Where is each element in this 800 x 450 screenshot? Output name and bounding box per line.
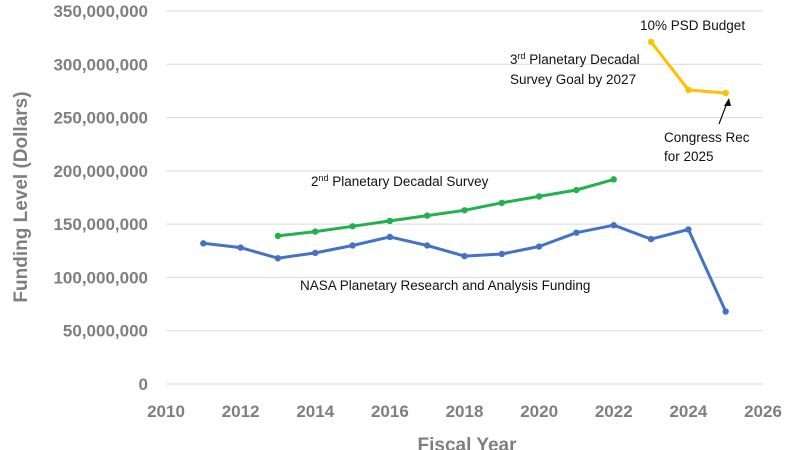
y-tick-label: 300,000,000 <box>53 55 148 74</box>
x-axis-title: Fiscal Year <box>418 435 518 450</box>
data-point <box>573 229 580 236</box>
x-tick-label: 2026 <box>744 402 782 421</box>
y-tick-label: 100,000,000 <box>53 268 148 287</box>
x-tick-label: 2016 <box>371 402 409 421</box>
data-point <box>423 212 431 219</box>
y-tick-labels: 0 50,000,000 100,000,000 150,000,000 200,000… <box>53 2 148 394</box>
annotation-nasa-rna: NASA Planetary Research and Analysis Fun… <box>300 278 590 293</box>
annotation-congress-rec: Congress Rec <box>664 130 750 145</box>
data-point <box>461 252 468 260</box>
data-point <box>685 86 692 94</box>
data-point <box>200 240 207 247</box>
y-tick-label: 150,000,000 <box>53 215 148 234</box>
data-point <box>535 243 543 250</box>
annotation-congress-rec-line2: for 2025 <box>664 149 714 164</box>
annotation-3rd-decadal: 3rd Planetary Decadal <box>510 51 640 67</box>
x-tick-label: 2018 <box>446 402 484 421</box>
annotation-3rd-rest: Planetary Decadal <box>526 52 640 67</box>
annotation-10pct-psd: 10% PSD Budget <box>640 18 745 33</box>
x-tick-labels: 2010 2012 2014 2016 2018 2020 2022 2024 2026 <box>147 402 782 421</box>
y-tick-label: 350,000,000 <box>53 2 148 21</box>
x-tick-label: 2022 <box>595 402 633 421</box>
data-point <box>349 223 356 230</box>
y-tick-label: 0 <box>139 375 148 394</box>
data-point <box>423 242 431 249</box>
y-tick-label: 250,000,000 <box>53 109 148 128</box>
data-point <box>573 186 580 194</box>
series-line <box>276 177 616 238</box>
data-point <box>535 193 543 200</box>
data-point <box>498 250 506 258</box>
annotation-2nd-decadal: 2nd Planetary Decadal Survey <box>311 173 489 189</box>
series-3 <box>647 38 729 97</box>
data-point <box>722 89 729 97</box>
series-1 <box>200 222 729 315</box>
data-point <box>610 176 617 183</box>
gridlines <box>166 10 763 385</box>
x-tick-label: 2024 <box>669 402 707 421</box>
data-point <box>610 222 617 229</box>
annotation-3rd-sup: rd <box>518 51 526 61</box>
data-point <box>312 228 319 235</box>
x-tick-label: 2014 <box>296 402 334 421</box>
series-line <box>201 223 728 313</box>
data-point <box>386 233 394 241</box>
data-point <box>274 255 282 262</box>
annotation-3rd-number: 3 <box>510 52 518 67</box>
y-tick-label: 50,000,000 <box>63 322 148 341</box>
x-tick-label: 2020 <box>520 402 558 421</box>
data-point <box>274 232 282 240</box>
annotation-2nd-sup: nd <box>319 173 329 183</box>
data-point <box>461 207 468 214</box>
data-point <box>498 199 506 207</box>
data-point <box>647 235 655 243</box>
series-line <box>649 40 728 95</box>
data-point <box>237 244 244 251</box>
data-point <box>349 242 356 249</box>
annotation-2nd-rest: Planetary Decadal Survey <box>329 174 489 189</box>
y-tick-label: 200,000,000 <box>53 162 148 181</box>
series-layer <box>200 38 729 315</box>
y-axis-title: Funding Level (Dollars) <box>11 91 32 302</box>
x-tick-label: 2012 <box>222 402 260 421</box>
data-point <box>722 308 729 315</box>
data-point <box>312 249 319 257</box>
congress-rec-arrow <box>718 98 731 125</box>
data-point <box>647 38 655 46</box>
annotation-2nd-number: 2 <box>311 174 319 189</box>
series-2 <box>274 176 617 240</box>
data-point <box>685 226 692 233</box>
x-tick-label: 2010 <box>147 402 185 421</box>
annotation-3rd-decadal-line2: Survey Goal by 2027 <box>510 72 636 87</box>
data-point <box>386 217 394 225</box>
